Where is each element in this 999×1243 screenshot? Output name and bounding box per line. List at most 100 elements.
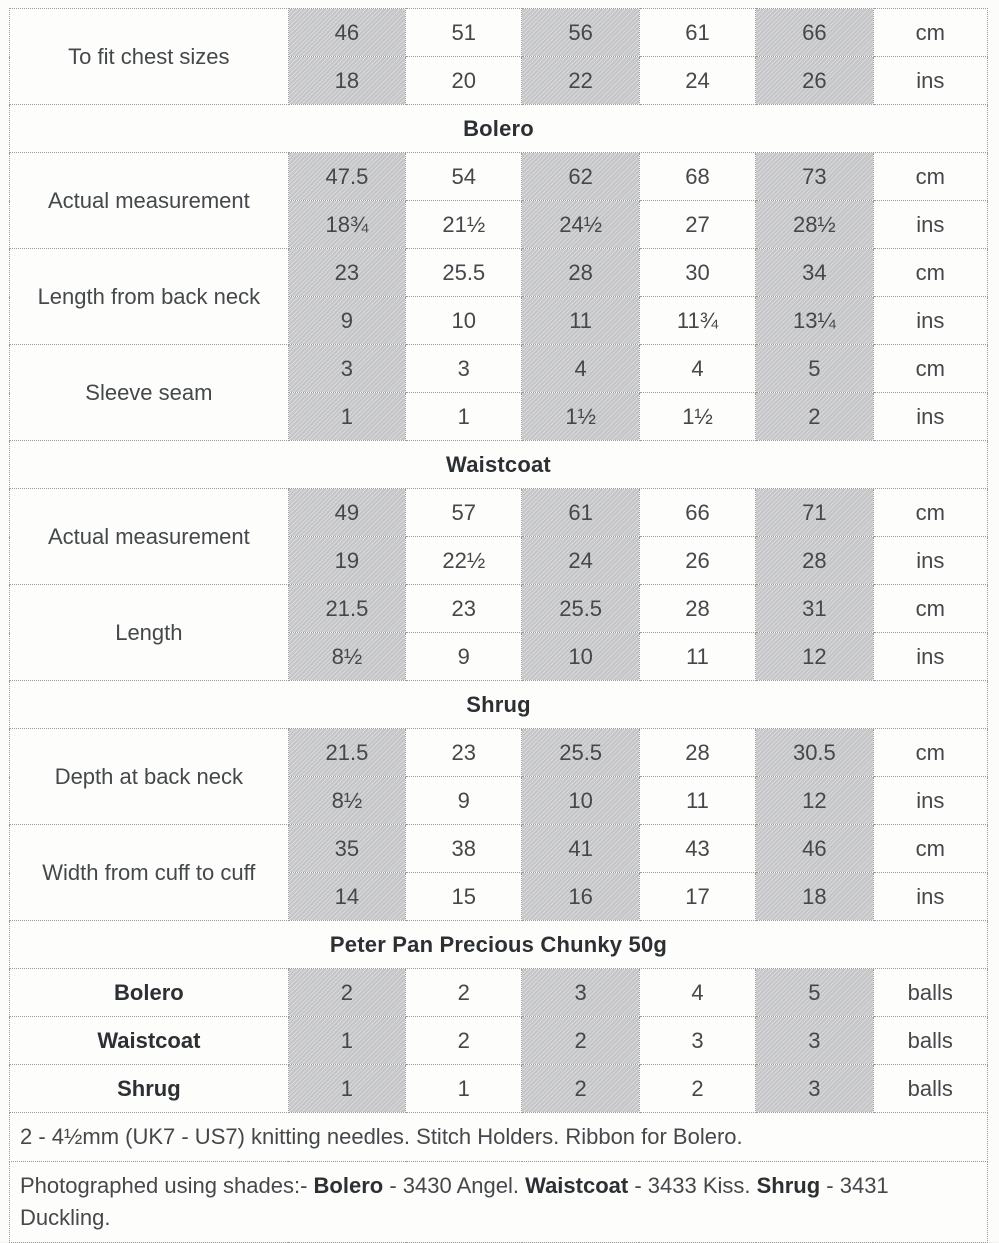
bolero-sleeve-seam-ins-value: 1 — [287, 392, 407, 441]
needles-note: 2 - 4½mm (UK7 - US7) knitting needles. S… — [9, 1112, 988, 1162]
yarn-balls-value: 1 — [287, 1064, 407, 1113]
section-header-shrug-row: Shrug — [9, 680, 988, 729]
section-header-yarn: Peter Pan Precious Chunky 50g — [9, 920, 988, 969]
waistcoat-actual-measurement-label: Actual measurement — [9, 488, 289, 585]
shades-note-garment-name: Shrug — [756, 1172, 821, 1198]
bolero-length-from-back-neck-ins-row: 9 10 11 11¾ 13¼ ins — [10, 296, 989, 345]
yarn-balls-value: 2 — [521, 1016, 640, 1065]
yarn-unit: balls — [872, 1016, 989, 1065]
shrug-width-from-cuff-to-cuff-cm-value: 41 — [521, 824, 640, 873]
yarn-balls-value: 3 — [638, 1016, 757, 1065]
bolero-actual-measurement-ins-row: 18¾ 21½ 24½ 27 28½ ins — [10, 200, 989, 249]
bolero-actual-measurement-cm-value: 73 — [755, 152, 874, 201]
yarn-balls-value: 2 — [521, 1064, 640, 1113]
bolero-sleeve-seam-cm-value: 5 — [755, 344, 874, 393]
section-header-yarn-row: Peter Pan Precious Chunky 50g — [9, 920, 988, 969]
yarn-unit: balls — [872, 1064, 989, 1113]
waistcoat-actual-measurement-cm-row: Actual measurement 49 57 61 66 71 cm — [9, 488, 989, 585]
waistcoat-actual-measurement-ins-value: 24 — [521, 536, 640, 585]
waistcoat-length-cm-value: 25.5 — [521, 584, 640, 633]
chest-sizes-ins-value: 26 — [755, 56, 874, 105]
waistcoat-actual-measurement-cm-unit: cm — [872, 488, 989, 537]
chest-sizes-ins-row: 18 20 22 24 26 ins — [10, 56, 989, 105]
chest-sizes-ins-unit: ins — [872, 56, 989, 105]
waistcoat-actual-measurement-ins-unit: ins — [872, 536, 989, 585]
shrug-width-from-cuff-to-cuff-ins-value: 14 — [287, 872, 407, 921]
bolero-actual-measurement-cm-value: 54 — [405, 152, 523, 201]
waistcoat-actual-measurement-cm-value: 49 — [287, 488, 407, 537]
shrug-depth-at-back-neck-label: Depth at back neck — [9, 728, 289, 825]
section-header-waistcoat: Waistcoat — [9, 440, 988, 489]
shrug-depth-at-back-neck-ins-value: 12 — [755, 776, 874, 825]
yarn-row-bolero: Bolero 2 2 3 4 5 balls — [9, 968, 989, 1017]
yarn-balls-value: 3 — [521, 968, 640, 1017]
bolero-actual-measurement-cm-row: Actual measurement 47.5 54 62 68 73 cm — [9, 152, 989, 249]
bolero-sleeve-seam-ins-value: 2 — [755, 392, 874, 441]
bolero-actual-measurement-ins-value: 27 — [638, 200, 757, 249]
chest-sizes-ins-value: 20 — [405, 56, 523, 105]
waistcoat-actual-measurement-cm-value: 57 — [405, 488, 523, 537]
bolero-sleeve-seam-label: Sleeve seam — [9, 344, 289, 441]
waistcoat-actual-measurement-ins-value: 22½ — [405, 536, 523, 585]
waistcoat-length-cm-value: 28 — [638, 584, 757, 633]
shrug-depth-at-back-neck-cm-value: 21.5 — [287, 728, 407, 777]
shrug-width-from-cuff-to-cuff-ins-value: 17 — [638, 872, 757, 921]
waistcoat-actual-measurement-ins-value: 28 — [755, 536, 874, 585]
yarn-balls-value: 3 — [755, 1016, 874, 1065]
shrug-width-from-cuff-to-cuff-ins-row: 14 15 16 17 18 ins — [10, 872, 989, 921]
bolero-length-from-back-neck-ins-value: 11 — [521, 296, 640, 345]
shrug-width-from-cuff-to-cuff-cm-row: Width from cuff to cuff 35 38 41 43 46 cm — [9, 824, 989, 921]
bolero-length-from-back-neck-cm-value: 30 — [638, 248, 757, 297]
waistcoat-actual-measurement-ins-value: 26 — [638, 536, 757, 585]
waistcoat-length-cm-row: Length 21.5 23 25.5 28 31 cm — [9, 584, 989, 681]
chest-sizes-cm-value: 51 — [405, 8, 523, 57]
chest-sizes-cm-unit: cm — [872, 8, 989, 57]
shrug-depth-at-back-neck-ins-value: 10 — [521, 776, 640, 825]
shrug-depth-at-back-neck-ins-row: 8½ 9 10 11 12 ins — [10, 776, 989, 825]
shrug-depth-at-back-neck-cm-row: Depth at back neck 21.5 23 25.5 28 30.5 cm — [9, 728, 989, 825]
bolero-length-from-back-neck-cm-unit: cm — [872, 248, 989, 297]
yarn-balls-value: 2 — [287, 968, 407, 1017]
bolero-sleeve-seam-cm-value: 4 — [521, 344, 640, 393]
yarn-balls-value: 3 — [755, 1064, 874, 1113]
bolero-actual-measurement-ins-value: 18¾ — [287, 200, 407, 249]
shrug-width-from-cuff-to-cuff-ins-value: 15 — [405, 872, 523, 921]
shades-note-garment-name: Bolero — [313, 1172, 384, 1198]
waistcoat-length-label: Length — [9, 584, 289, 681]
shades-note-text: - 3433 Kiss. — [628, 1172, 757, 1198]
shrug-width-from-cuff-to-cuff-cm-value: 43 — [638, 824, 757, 873]
section-header-waistcoat-row: Waistcoat — [9, 440, 988, 489]
bolero-sleeve-seam-ins-value: 1½ — [638, 392, 757, 441]
bolero-actual-measurement-label: Actual measurement — [9, 152, 289, 249]
waistcoat-length-ins-value: 12 — [755, 632, 874, 681]
shrug-depth-at-back-neck-cm-value: 25.5 — [521, 728, 640, 777]
shrug-width-from-cuff-to-cuff-cm-value: 46 — [755, 824, 874, 873]
waistcoat-actual-measurement-cm-value: 71 — [755, 488, 874, 537]
shades-note-garment-name: Waistcoat — [525, 1172, 629, 1198]
shrug-width-from-cuff-to-cuff-ins-value: 16 — [521, 872, 640, 921]
shrug-width-from-cuff-to-cuff-cm-value: 35 — [287, 824, 407, 873]
shrug-width-from-cuff-to-cuff-ins-value: 18 — [755, 872, 874, 921]
chest-sizes-cm-value: 56 — [521, 8, 640, 57]
yarn-balls-value: 5 — [755, 968, 874, 1017]
bolero-length-from-back-neck-ins-value: 10 — [405, 296, 523, 345]
shrug-width-from-cuff-to-cuff-cm-unit: cm — [872, 824, 989, 873]
bolero-actual-measurement-cm-unit: cm — [872, 152, 989, 201]
section-header-bolero-row: Bolero — [9, 104, 988, 153]
yarn-unit: balls — [872, 968, 989, 1017]
size-chart-table: To fit chest sizes 46 51 56 61 66 cm 18 20 22 24 26… — [9, 8, 989, 1243]
needles-note-row: 2 - 4½mm (UK7 - US7) knitting needles. S… — [9, 1112, 988, 1162]
waistcoat-length-cm-value: 23 — [405, 584, 523, 633]
bolero-sleeve-seam-ins-value: 1 — [405, 392, 523, 441]
waistcoat-length-cm-unit: cm — [872, 584, 989, 633]
waistcoat-length-ins-value: 11 — [638, 632, 757, 681]
yarn-row-label-shrug: Shrug — [9, 1064, 289, 1113]
bolero-length-from-back-neck-cm-value: 34 — [755, 248, 874, 297]
chest-sizes-cm-value: 46 — [287, 8, 407, 57]
yarn-balls-value: 2 — [405, 1016, 523, 1065]
waistcoat-length-cm-value: 21.5 — [287, 584, 407, 633]
shrug-depth-at-back-neck-cm-value: 23 — [405, 728, 523, 777]
bolero-sleeve-seam-cm-row: Sleeve seam 3 3 4 4 5 cm — [9, 344, 989, 441]
section-header-bolero: Bolero — [9, 104, 988, 153]
